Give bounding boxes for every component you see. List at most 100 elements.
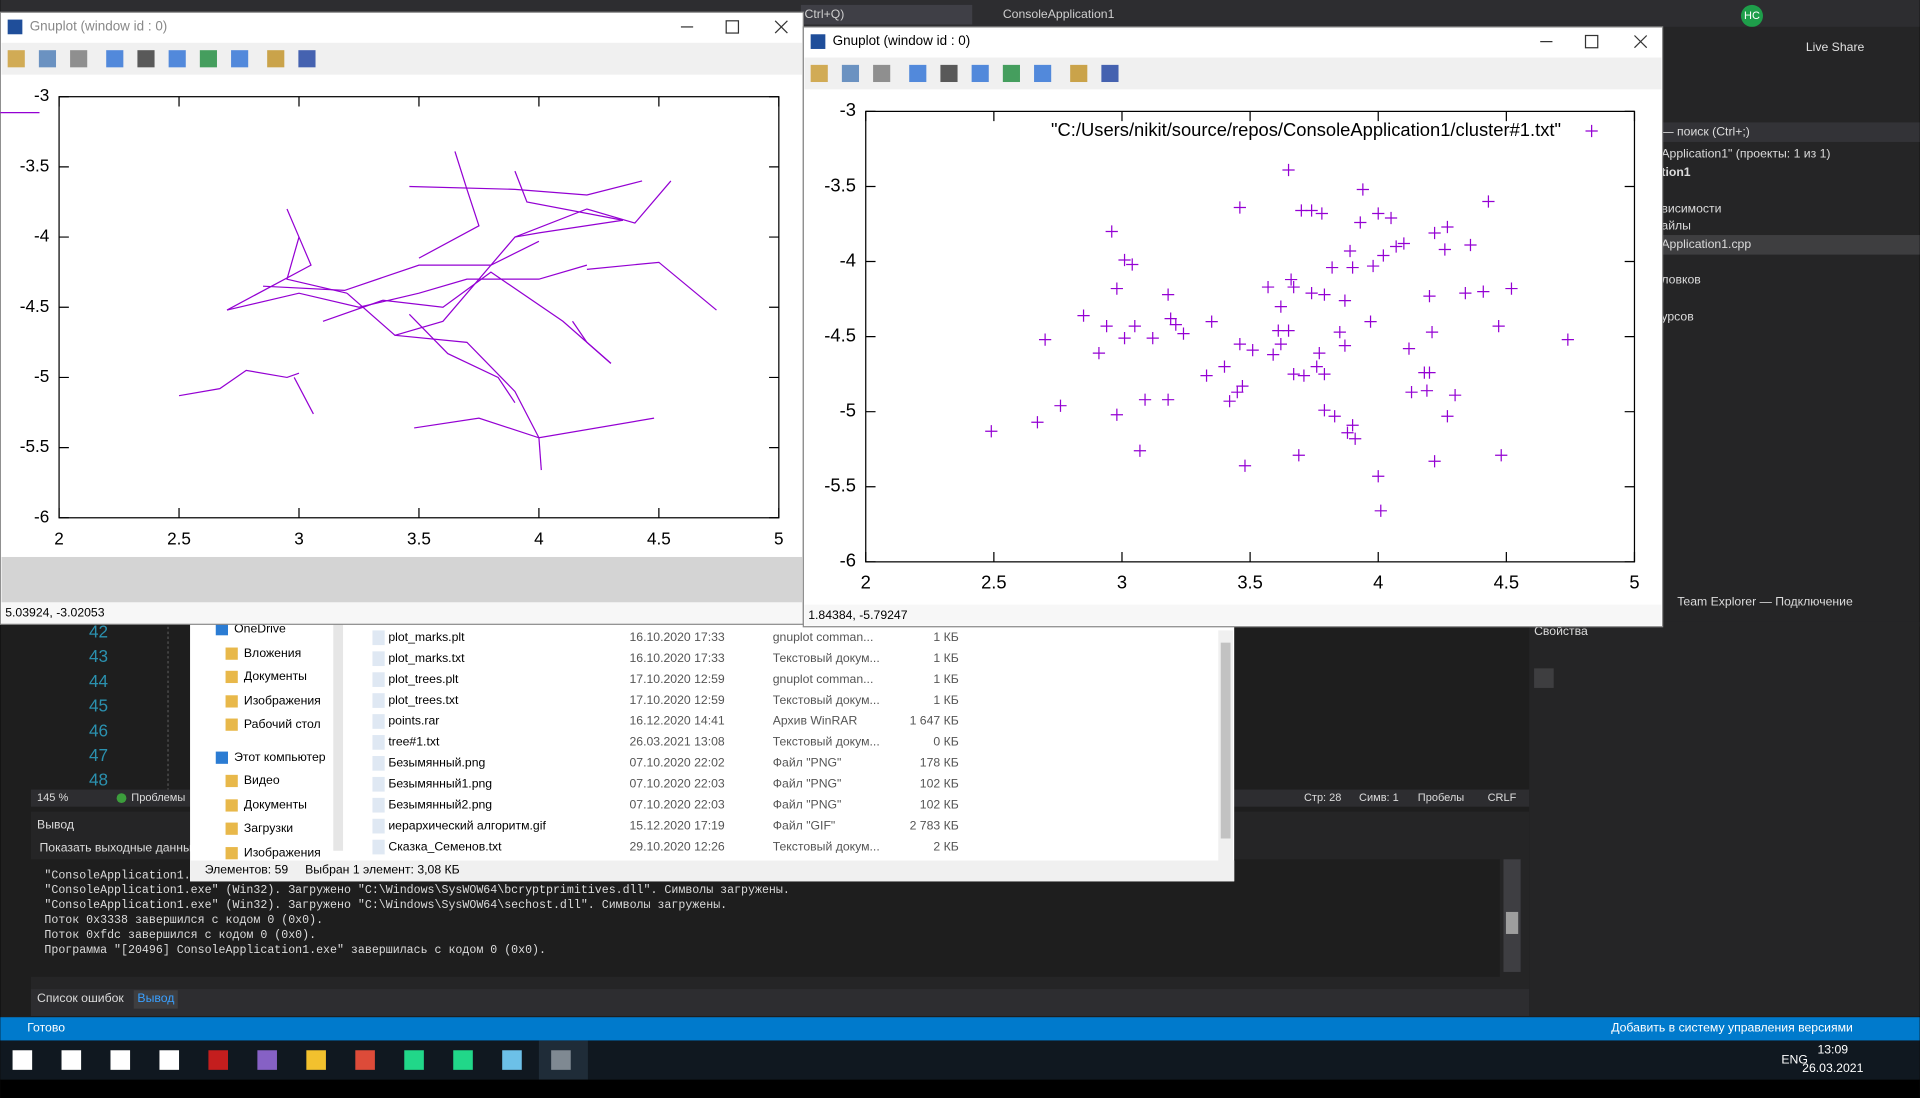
- scroll-thumb[interactable]: [1220, 642, 1231, 839]
- toolbar-button[interactable]: [70, 50, 88, 68]
- problems-indicator[interactable]: Проблемы: [131, 792, 185, 804]
- nav-item[interactable]: Этот компьютер: [234, 750, 326, 764]
- input-language[interactable]: ENG: [1781, 1052, 1808, 1066]
- scroll-thumb[interactable]: [1505, 911, 1519, 934]
- tab[interactable]: Список ошибок: [37, 991, 124, 1005]
- nav-item[interactable]: Рабочий стол: [244, 717, 321, 731]
- data-point: [1423, 366, 1436, 379]
- tab[interactable]: Вывод: [137, 991, 174, 1005]
- live-share-button[interactable]: Live Share: [1806, 40, 1865, 54]
- cursor-coordinates: 1.84384, -5.79247: [808, 608, 908, 622]
- solution-item[interactable]: — поиск (Ctrl+;): [1661, 124, 1749, 138]
- toolbar-button[interactable]: [267, 50, 285, 68]
- taskbar-icon[interactable]: [12, 1050, 33, 1070]
- source-control-button[interactable]: Добавить в систему управления версиями: [1611, 1020, 1853, 1034]
- toolbar-button[interactable]: [231, 50, 249, 68]
- taskbar-icon[interactable]: [404, 1050, 424, 1070]
- taskbar-icon[interactable]: [502, 1050, 522, 1070]
- maximize-button[interactable]: [1584, 34, 1599, 49]
- cursor-position: Пробелы: [1418, 792, 1464, 804]
- taskbar-icon[interactable]: [306, 1050, 326, 1070]
- toolbar-button[interactable]: [1002, 64, 1020, 83]
- zoom-level[interactable]: 145 %: [37, 792, 68, 804]
- solution-item[interactable]: айлы: [1661, 219, 1691, 233]
- toolbar-button[interactable]: [106, 50, 124, 68]
- file-name[interactable]: points.rar: [388, 714, 439, 728]
- toolbar-button[interactable]: [873, 64, 891, 83]
- taskbar-icon[interactable]: [355, 1050, 375, 1070]
- solution-item[interactable]: Application1.cpp: [1661, 237, 1751, 251]
- taskbar-icon[interactable]: [257, 1050, 277, 1070]
- solution-item[interactable]: tion1: [1661, 165, 1690, 179]
- y-tick-label: -5.5: [824, 475, 856, 496]
- cursor-position: Симв: 1: [1359, 792, 1399, 804]
- toolbar-button[interactable]: [1034, 64, 1052, 83]
- file-name[interactable]: иерархический алгоритм.gif: [388, 818, 546, 832]
- toolbar-button[interactable]: [810, 64, 828, 83]
- file-size: 1 647 КБ: [910, 714, 959, 728]
- y-tick-label: -4.5: [20, 296, 50, 316]
- toolbar-button[interactable]: [199, 50, 217, 68]
- nav-item[interactable]: Изображения: [244, 845, 321, 859]
- data-point: [1110, 408, 1123, 421]
- file-type: Архив WinRAR: [773, 714, 858, 728]
- close-button[interactable]: [774, 20, 788, 34]
- solution-explorer: [1661, 26, 1920, 627]
- properties-icon[interactable]: [1534, 668, 1554, 688]
- solution-item[interactable]: висимости: [1661, 202, 1721, 216]
- line-number: 42: [89, 621, 108, 641]
- file-icon: [372, 797, 385, 813]
- nav-item[interactable]: Изображения: [244, 694, 321, 708]
- file-name[interactable]: plot_marks.txt: [388, 651, 465, 665]
- file-name[interactable]: tree#1.txt: [388, 735, 440, 749]
- toolbar-button[interactable]: [38, 50, 57, 68]
- toolbar-button[interactable]: [168, 50, 186, 68]
- file-name[interactable]: Безымянный.png: [388, 756, 485, 770]
- maximize-button[interactable]: [725, 20, 740, 34]
- taskbar-icon[interactable]: [61, 1050, 82, 1070]
- nav-item[interactable]: Документы: [244, 669, 307, 683]
- nav-item[interactable]: Вложения: [244, 646, 301, 660]
- toolbar-button[interactable]: [137, 50, 155, 68]
- taskbar-icon[interactable]: [110, 1050, 131, 1070]
- solution-item[interactable]: ловков: [1661, 273, 1700, 287]
- toolbar-button[interactable]: [971, 64, 989, 83]
- toolbar-button[interactable]: [7, 50, 25, 68]
- solution-item[interactable]: урсов: [1661, 309, 1693, 323]
- file-name[interactable]: plot_trees.txt: [388, 693, 459, 707]
- data-point: [1274, 300, 1287, 313]
- data-point: [1146, 332, 1159, 345]
- toolbar-button[interactable]: [1070, 64, 1088, 83]
- vs-search-box[interactable]: [800, 4, 973, 25]
- nav-item[interactable]: Документы: [244, 798, 307, 812]
- file-type: Текстовый докум...: [773, 651, 880, 665]
- file-name[interactable]: Безымянный1.png: [388, 777, 492, 791]
- taskbar-icon[interactable]: [159, 1050, 180, 1070]
- nav-item[interactable]: OneDrive: [234, 621, 286, 635]
- data-line: [418, 151, 480, 259]
- taskbar-icon[interactable]: [453, 1050, 473, 1070]
- data-point: [1287, 368, 1300, 381]
- file-name[interactable]: plot_trees.plt: [388, 672, 459, 686]
- legend-marker: [1585, 124, 1598, 138]
- user-avatar[interactable]: [1740, 4, 1763, 27]
- close-button[interactable]: [1634, 35, 1648, 49]
- solution-item[interactable]: Application1" (проекты: 1 из 1): [1661, 146, 1830, 160]
- data-point: [1238, 459, 1252, 472]
- file-size: 102 КБ: [920, 797, 959, 811]
- toolbar-button[interactable]: [909, 64, 927, 83]
- nav-item[interactable]: Загрузки: [244, 821, 293, 835]
- data-point: [1284, 273, 1298, 286]
- file-name[interactable]: Безымянный2.png: [388, 797, 492, 811]
- team-explorer-tab[interactable]: Team Explorer — Подключение: [1677, 594, 1853, 608]
- file-name[interactable]: plot_marks.plt: [388, 630, 465, 644]
- file-name[interactable]: Сказка_Семенов.txt: [388, 839, 502, 853]
- taskbar-icon[interactable]: [208, 1050, 228, 1070]
- toolbar-button[interactable]: [940, 64, 958, 83]
- toolbar-button[interactable]: [1101, 64, 1119, 83]
- toolbar-button[interactable]: [298, 50, 316, 68]
- nav-item[interactable]: Видео: [244, 773, 280, 787]
- toolbar-button[interactable]: [841, 64, 860, 83]
- data-point: [1233, 338, 1246, 351]
- vs-search-hint[interactable]: Ctrl+Q): [805, 7, 845, 21]
